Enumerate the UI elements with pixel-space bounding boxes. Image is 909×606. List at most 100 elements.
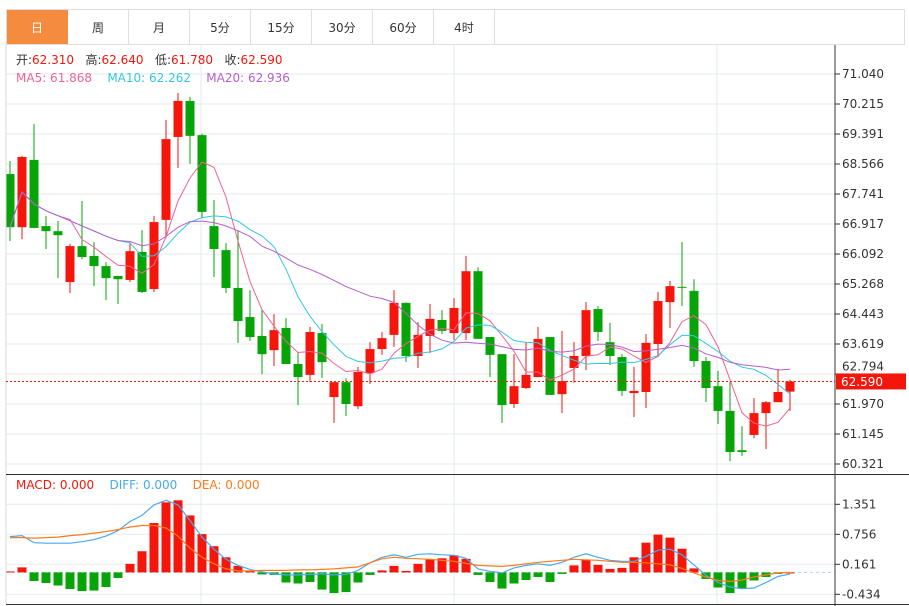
macd-bar [593,564,603,573]
candle-body [629,390,639,394]
candle-body [89,255,99,267]
candle-body [161,139,171,220]
macd-bar [629,557,639,573]
macd-bar [425,559,435,573]
macd-panel [5,499,835,594]
macd-bar [293,572,303,584]
macd-bar [569,565,579,573]
macd-bar [29,572,39,581]
high-value: 62.640 [101,53,144,67]
candle-body [581,310,591,356]
candle-body [665,286,675,303]
tab-0[interactable]: 日 [7,10,68,44]
candle-body [677,286,687,288]
macd-bar [533,572,543,577]
price-tick-label: 71.040 [842,67,884,81]
tab-2[interactable]: 月 [129,10,190,44]
price-tick-label: 68.566 [842,157,884,171]
low-label: 低: [155,53,172,67]
candle-body [449,307,459,334]
diff-line [9,499,791,590]
candle-body [785,381,795,392]
candle-body [473,271,483,339]
macd-bar [641,542,651,573]
candle-body [209,226,219,250]
candle-body [293,363,303,378]
candle-body [569,355,579,368]
macd-bar [185,515,195,573]
tab-5[interactable]: 30分 [312,10,373,44]
macd-bar [725,572,735,594]
candle-body [113,275,123,280]
candle-body [725,410,735,453]
period-tabs: 日周月 5分 15分 30分 60分 4时 [6,9,905,45]
macd-bar [377,570,387,573]
macd-bar [365,572,375,575]
macd-tick-label: 1.351 [842,497,876,511]
macd-bar [461,558,471,573]
macd-bar [125,563,135,573]
tab-1[interactable]: 周 [68,10,129,44]
dea-value: DEA: 0.000 [192,478,260,492]
tab-4[interactable]: 15分 [251,10,312,44]
price-tick-label: 63.619 [842,337,884,351]
macd-bar [317,572,327,590]
diff-value: DIFF: 0.000 [109,478,178,492]
macd-bar [677,548,687,573]
macd-bar [209,546,219,573]
macd-tick-label: 0.756 [842,527,876,541]
candle-body [329,382,339,398]
macd-bar [437,558,447,573]
tab-6[interactable]: 60分 [373,10,434,44]
candle-body [41,226,51,232]
price-tick-label: 70.215 [842,97,884,111]
macd-bar [605,568,615,573]
tab-7[interactable]: 4时 [434,10,495,44]
macd-bar [413,563,423,573]
macd-bar [5,571,15,573]
macd-tick-label: 0.161 [842,557,876,571]
candle-body [29,159,39,228]
candle-body [545,337,555,395]
candle-body [221,250,231,288]
close-label: 收: [224,53,241,67]
tab-3[interactable]: 5分 [190,10,251,44]
candle-body [197,135,207,212]
macd-bar [41,572,51,584]
low-value: 61.780 [171,53,214,67]
macd-bar [497,572,507,589]
price-tick-label: 66.092 [842,247,884,261]
candles [5,92,795,462]
candle-body [377,338,387,350]
macd-value: MACD: 0.000 [16,478,95,492]
ma-legend: MA5: 61.868 MA10: 62.262 MA20: 62.936 [16,71,290,85]
candle-body [461,271,471,334]
macd-bar [305,572,315,582]
macd-bar [521,572,531,580]
macd-bar [545,572,555,582]
candle-body [761,402,771,414]
candle-body [353,371,363,407]
candle-body [257,335,267,355]
candle-body [53,231,63,236]
candle-body [233,287,243,322]
candle-body [593,309,603,332]
macd-bar [653,534,663,573]
current-price-label: 62.590 [841,375,883,389]
price-tick-label: 65.268 [842,277,884,291]
candle-body [485,337,495,355]
candle-body [557,381,567,395]
candle-body [365,349,375,374]
candle-body [305,331,315,375]
candle-body [77,246,87,258]
ma-lines [9,161,791,427]
price-tick-label: 61.145 [842,427,884,441]
candle-body [173,100,183,137]
macd-bar [281,572,291,583]
macd-bar [485,572,495,582]
macd-legend: MACD: 0.000 DIFF: 0.000 DEA: 0.000 [16,478,260,492]
macd-bar [353,572,363,583]
candle-body [437,319,447,331]
macd-bar [17,567,27,573]
